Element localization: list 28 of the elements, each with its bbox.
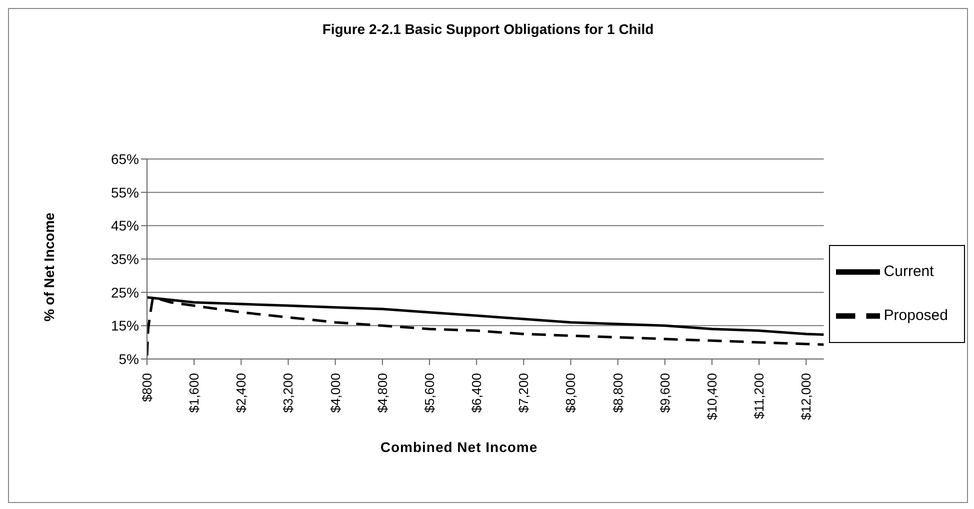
- x-tick-label: $4,000: [328, 373, 343, 413]
- x-tick-label: $2,400: [234, 373, 249, 413]
- y-tick-label: 65%: [110, 150, 139, 167]
- legend-label: Proposed: [884, 306, 948, 324]
- x-tick-label: $10,400: [704, 373, 720, 420]
- legend-label: Current: [884, 262, 934, 280]
- x-tick-label: $6,400: [469, 373, 484, 413]
- x-tick-label: $12,000: [798, 373, 814, 420]
- y-tick-label: 15%: [110, 318, 139, 334]
- x-tick-label: $5,600: [422, 373, 437, 413]
- chart-title: Figure 2-2.1 Basic Support Obligations for 1 Child: [321, 21, 655, 37]
- x-tick-label: $9,600: [657, 373, 672, 413]
- y-tick-label: 5%: [118, 350, 139, 367]
- y-tick-label: 45%: [110, 218, 139, 234]
- x-tick-label: $8,800: [610, 373, 626, 413]
- y-tick-label: 25%: [110, 284, 139, 300]
- x-tick-label: $3,200: [280, 373, 296, 413]
- y-axis-title: % of Net Income: [41, 212, 57, 322]
- x-tick-label: $8,000: [563, 373, 578, 413]
- y-tick-label: 55%: [110, 184, 139, 200]
- x-tick-label: $1,600: [186, 373, 202, 413]
- line-series: [147, 296, 824, 357]
- x-tick-label: $4,800: [374, 373, 390, 413]
- x-axis-title: Combined Net Income: [379, 439, 539, 455]
- x-tick-label: $800: [140, 373, 154, 402]
- x-tick-label: $7,200: [516, 373, 532, 413]
- x-tick-label: $11,200: [752, 373, 767, 420]
- y-tick-label: 35%: [110, 250, 139, 267]
